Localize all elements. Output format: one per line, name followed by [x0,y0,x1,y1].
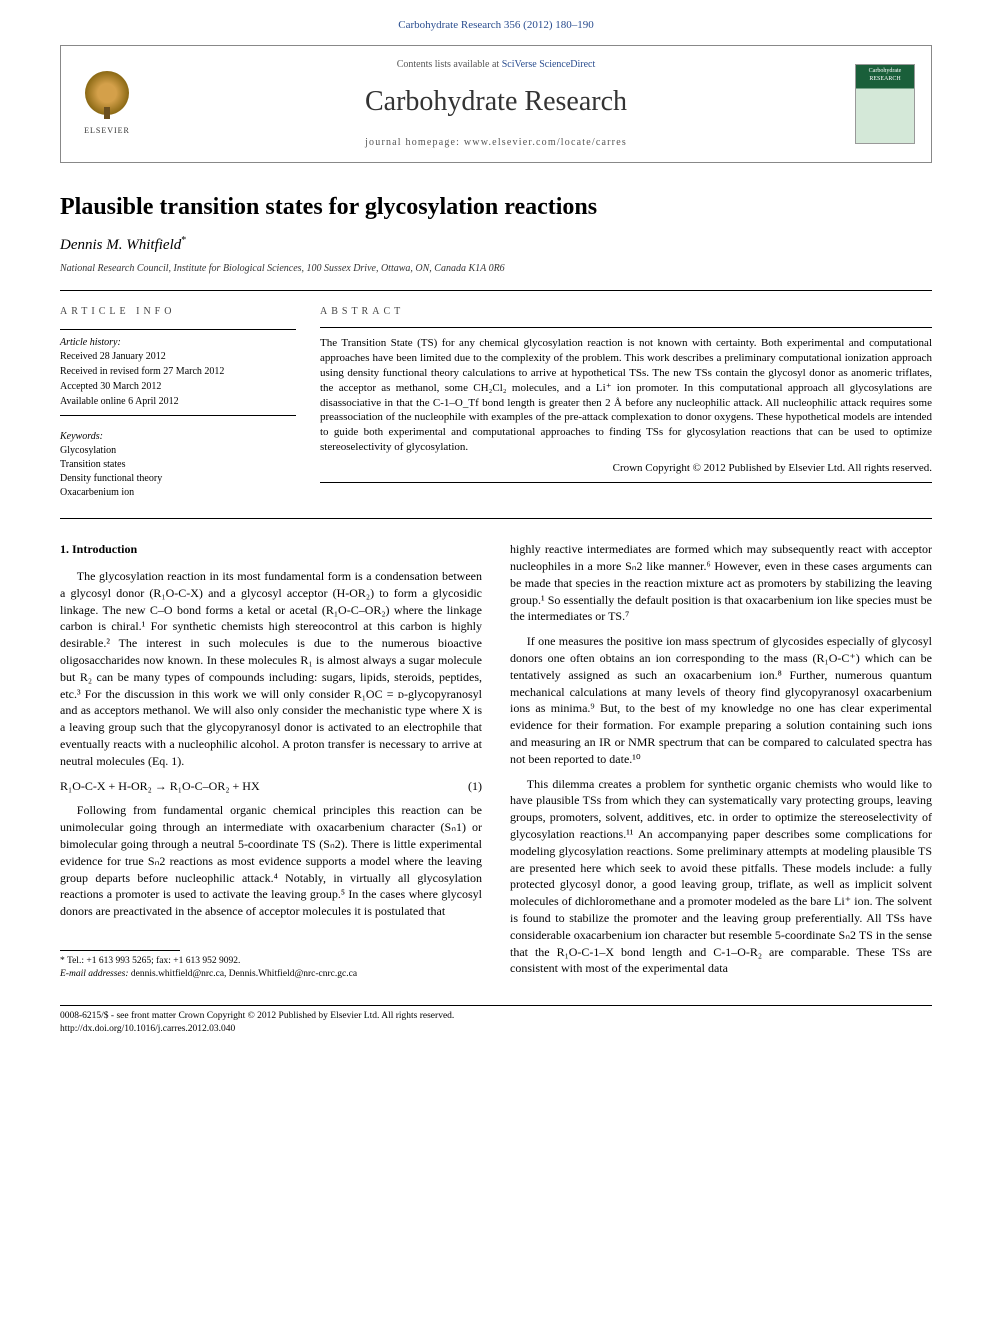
abstract-text: The Transition State (TS) for any chemic… [320,336,932,455]
intro-paragraph-3: highly reactive intermediates are formed… [510,541,932,625]
footnote-divider [60,950,180,951]
footer-doi: http://dx.doi.org/10.1016/j.carres.2012.… [60,1023,932,1036]
abstract-divider [320,327,932,328]
article-title: Plausible transition states for glycosyl… [60,191,932,225]
keyword-item: Oxacarbenium ion [60,486,296,500]
history-label: Article history: [60,336,296,350]
body-column-left: 1. Introduction The glycosylation reacti… [60,541,482,985]
article-meta-row: ARTICLE INFO Article history: Received 2… [60,291,932,518]
email-addresses: dennis.whitfield@nrc.ca, Dennis.Whitfiel… [131,969,357,979]
keywords-label: Keywords: [60,430,296,444]
sciencedirect-link[interactable]: SciVerse ScienceDirect [502,59,596,70]
abstract-copyright: Crown Copyright © 2012 Published by Else… [320,461,932,476]
affiliation: National Research Council, Institute for… [60,262,932,276]
running-header: Carbohydrate Research 356 (2012) 180–190 [0,0,992,37]
abstract-block: ABSTRACT The Transition State (TS) for a… [320,305,932,500]
elsevier-logo: ELSEVIER [77,69,137,139]
journal-center: Contents lists available at SciVerse Sci… [137,58,855,149]
equation-number: (1) [468,778,482,795]
body-columns: 1. Introduction The glycosylation reacti… [60,519,932,985]
footnote-tel: * Tel.: +1 613 993 5265; fax: +1 613 952… [60,955,482,968]
journal-homepage: journal homepage: www.elsevier.com/locat… [157,136,835,150]
intro-paragraph-1: The glycosylation reaction in its most f… [60,568,482,770]
history-online: Available online 6 April 2012 [60,395,296,409]
history-accepted: Accepted 30 March 2012 [60,380,296,394]
keywords-block: Keywords: Glycosylation Transition state… [60,430,296,500]
body-column-right: highly reactive intermediates are formed… [510,541,932,985]
intro-paragraph-5: This dilemma creates a problem for synth… [510,776,932,978]
citation-text: Carbohydrate Research 356 (2012) 180–190 [398,19,594,31]
author-name: Dennis M. Whitfield [60,237,181,253]
abstract-heading: ABSTRACT [320,305,932,319]
history-received: Received 28 January 2012 [60,350,296,364]
article-info-heading: ARTICLE INFO [60,305,296,319]
journal-cover-thumbnail: Carbohydrate RESEARCH [855,64,915,144]
article-info-block: ARTICLE INFO Article history: Received 2… [60,305,320,500]
email-label: E-mail addresses: [60,969,129,979]
equation-1: R₁O-C-X + H-OR₂ → R₁O-C–OR₂ + HX (1) [60,778,482,795]
intro-paragraph-4: If one measures the positive ion mass sp… [510,633,932,767]
author-line: Dennis M. Whitfield* [60,234,932,256]
journal-masthead: ELSEVIER Contents lists available at Sci… [60,45,932,162]
abstract-bottom-divider [320,482,932,483]
elsevier-text: ELSEVIER [84,125,130,136]
corresponding-marker: * [181,235,186,246]
page-footer: 0008-6215/$ - see front matter Crown Cop… [60,1005,932,1037]
keyword-item: Glycosylation [60,444,296,458]
keyword-item: Transition states [60,458,296,472]
keyword-item: Density functional theory [60,472,296,486]
history-revised: Received in revised form 27 March 2012 [60,365,296,379]
elsevier-tree-icon [85,71,129,115]
section-heading: 1. Introduction [60,541,482,558]
history-divider [60,415,296,416]
journal-title: Carbohydrate Research [157,82,835,121]
contents-available-line: Contents lists available at SciVerse Sci… [157,58,835,72]
intro-paragraph-2: Following from fundamental organic chemi… [60,802,482,920]
footer-issn: 0008-6215/$ - see front matter Crown Cop… [60,1010,932,1023]
cover-text-2: RESEARCH [856,75,914,83]
footnote-email: E-mail addresses: dennis.whitfield@nrc.c… [60,968,482,981]
info-divider [60,329,296,330]
equation-lhs: R₁O-C-X + H-OR₂ → R₁O-C–OR₂ + HX [60,778,260,795]
